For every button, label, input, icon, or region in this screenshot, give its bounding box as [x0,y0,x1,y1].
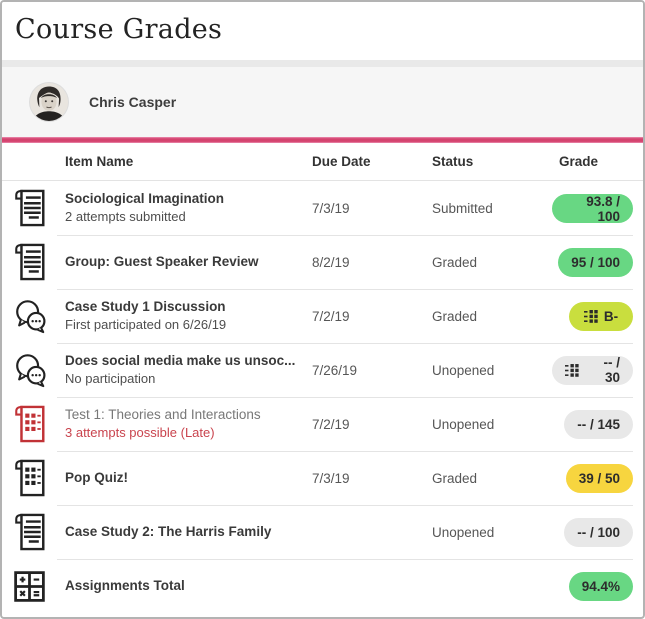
column-header-status: Status [432,154,474,169]
item-title: Does social media make us unsoc... [65,353,296,369]
due-date: 7/3/19 [312,470,350,486]
grade-pill[interactable]: 94.4% [568,571,633,601]
table-row[interactable]: Case Study 2: The Harris Family Unopened… [2,505,643,559]
item-name-cell: Case Study 2: The Harris Family [57,523,307,541]
grade-cell: -- / 100 [552,517,643,547]
grade-cell: B- [552,301,643,331]
due-date: 8/2/19 [312,254,350,270]
student-portrait-avatar [30,83,68,121]
due-date: 7/2/19 [312,308,350,324]
table-row-total[interactable]: Assignments Total 94.4% [2,559,643,613]
grade-pill[interactable]: 95 / 100 [558,247,633,277]
calculator-icon [2,568,57,605]
grade-pill[interactable]: 39 / 50 [565,463,633,493]
due-date: 7/3/19 [312,200,350,216]
item-subtitle-late: 3 attempts possible (Late) [65,424,215,440]
table-row[interactable]: Case Study 1 Discussion First participat… [2,289,643,343]
item-name-cell: Sociological Imagination 2 attempts subm… [57,190,307,225]
item-title: Case Study 1 Discussion [65,299,226,315]
due-date: 7/2/19 [312,416,350,432]
item-subtitle: 2 attempts submitted [65,208,186,224]
assignment-icon [2,187,57,229]
page-title: Course Grades [15,14,223,45]
table-row[interactable]: Sociological Imagination 2 attempts subm… [2,181,643,235]
assignment-icon [2,241,57,283]
table-row[interactable]: Pop Quiz! 7/3/19 Graded 39 / 50 [2,451,643,505]
item-name-cell: Pop Quiz! [57,469,307,487]
item-title: Sociological Imagination [65,191,225,207]
item-title: Case Study 2: The Harris Family [65,524,272,540]
grade-pill[interactable]: -- / 100 [564,517,633,547]
grade-cell: 39 / 50 [552,463,643,493]
grade-cell: 94.4% [552,571,643,601]
test-icon [2,457,57,499]
rubric-grid-icon [565,363,579,377]
table-row[interactable]: Test 1: Theories and Interactions 3 atte… [2,397,643,451]
status: Unopened [432,416,495,432]
item-name-cell: Group: Guest Speaker Review [57,253,307,271]
grade-pill[interactable]: -- / 145 [564,409,633,439]
table-header-row: Item Name Due Date Status Grade [2,143,643,181]
status: Submitted [432,200,493,216]
discussion-icon [2,351,57,389]
discussion-icon [2,297,57,335]
grade-pill[interactable]: -- / 30 [552,355,633,385]
grade-cell: 93.8 / 100 [552,193,643,224]
grade-pill[interactable]: B- [569,301,633,331]
item-subtitle: First participated on 6/26/19 [65,316,227,332]
column-header-item-name: Item Name [65,154,134,169]
grade-cell: -- / 30 [552,355,643,385]
page-header: Course Grades [2,2,643,60]
grade-pill[interactable]: 93.8 / 100 [552,194,633,224]
grade-cell: 95 / 100 [552,247,643,277]
student-profile-strip: Chris Casper [2,67,643,137]
table-row[interactable]: Group: Guest Speaker Review 8/2/19 Grade… [2,235,643,289]
grade-cell: -- / 145 [552,409,643,439]
status: Unopened [432,362,495,378]
item-title: Test 1: Theories and Interactions [65,407,261,423]
column-header-due-date: Due Date [312,154,371,169]
assignment-icon [2,511,57,553]
accent-divider [2,137,643,143]
item-name-cell: Test 1: Theories and Interactions 3 atte… [57,406,307,441]
status: Graded [432,254,478,270]
item-name-cell: Assignments Total [57,577,307,595]
status: Graded [432,470,478,486]
item-title: Pop Quiz! [65,470,128,486]
status: Unopened [432,524,495,540]
item-name-cell: Case Study 1 Discussion First participat… [57,298,307,333]
item-title: Assignments Total [65,578,185,594]
item-name-cell: Does social media make us unsoc... No pa… [57,352,307,387]
rubric-grid-icon [583,309,598,323]
item-title: Group: Guest Speaker Review [65,254,259,270]
table-row[interactable]: Does social media make us unsoc... No pa… [2,343,643,397]
item-subtitle: No participation [65,370,156,386]
header-divider [2,60,643,67]
column-header-grade: Grade [559,154,599,169]
test-icon [2,403,57,445]
status: Graded [432,308,478,324]
due-date: 7/26/19 [312,362,358,378]
student-name: Chris Casper [89,94,177,110]
